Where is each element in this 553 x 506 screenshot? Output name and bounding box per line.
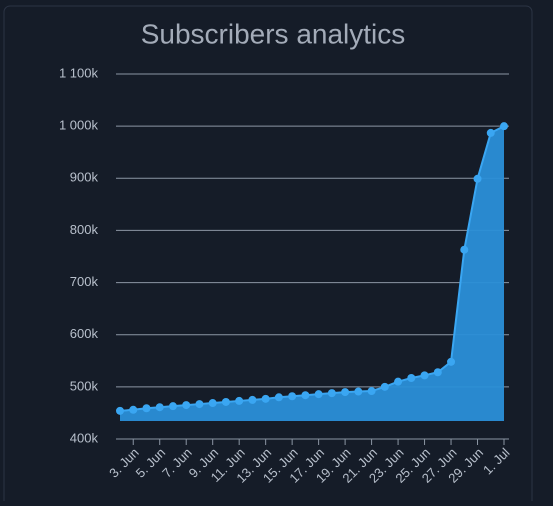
point	[420, 371, 429, 380]
point	[221, 397, 230, 406]
point	[486, 128, 495, 137]
point	[380, 382, 389, 391]
point	[500, 122, 508, 131]
point	[182, 401, 191, 410]
point	[155, 403, 164, 412]
y-tick-label: 700k	[70, 274, 99, 289]
y-tick-label: 1 100k	[59, 65, 99, 80]
point	[341, 388, 350, 397]
chart-title: Subscribers analytics	[141, 18, 406, 49]
y-tick-label: 400k	[70, 430, 99, 445]
point	[433, 368, 442, 377]
point	[394, 377, 403, 386]
y-tick-label: 1 000k	[59, 118, 99, 133]
point	[248, 395, 257, 404]
point	[301, 391, 310, 400]
point	[261, 394, 270, 403]
y-tick-label: 900k	[70, 170, 99, 185]
point	[354, 387, 363, 396]
point	[168, 402, 177, 411]
point	[208, 399, 217, 408]
point	[327, 389, 336, 398]
point	[274, 393, 283, 402]
point	[288, 392, 297, 401]
point	[367, 387, 376, 396]
point	[235, 396, 244, 405]
point	[314, 390, 323, 399]
point	[407, 373, 416, 382]
point	[447, 357, 456, 366]
y-tick-label: 800k	[70, 222, 99, 237]
point	[195, 400, 204, 409]
y-tick-label: 500k	[70, 378, 99, 393]
y-tick-label: 600k	[70, 326, 99, 341]
point	[460, 245, 469, 254]
point	[473, 174, 482, 183]
point	[116, 406, 124, 415]
point	[129, 405, 138, 414]
point	[142, 404, 151, 413]
area	[120, 126, 504, 422]
